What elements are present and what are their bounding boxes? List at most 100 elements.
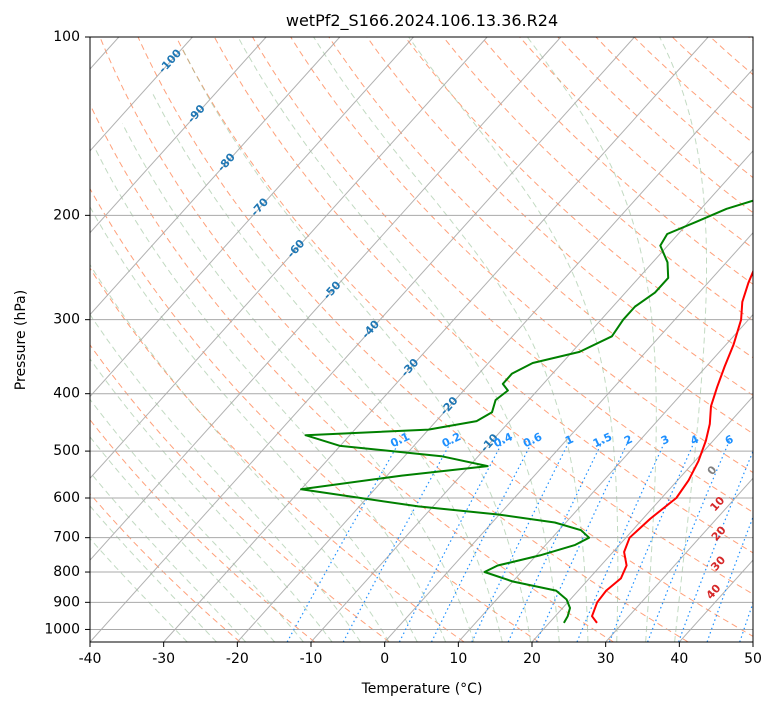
dry-adiabat-line [251, 37, 753, 513]
x-tick-label: -10 [300, 651, 323, 667]
mixing-ratio-label: 0.6 [521, 430, 544, 450]
mixing-ratio-line [706, 515, 753, 642]
y-tick-label: 100 [53, 29, 80, 45]
moist-adiabat-label: 10 [707, 494, 727, 514]
y-tick-label: 300 [53, 312, 80, 328]
dry-adiabat-line [671, 37, 753, 110]
mixing-ratio-label: 4 [688, 432, 701, 447]
mixing-ratio-line [342, 440, 453, 642]
dry-adiabat-line [90, 492, 241, 642]
mixing-ratio-label: 0.1 [388, 430, 411, 450]
y-tick-label: 200 [53, 207, 80, 223]
dry-adiabat-line [213, 37, 753, 554]
isotherm-line [163, 37, 709, 642]
y-axis-label: Pressure (hPa) [13, 290, 29, 390]
x-tick-label: 40 [670, 651, 688, 667]
isotherm-line [531, 395, 753, 642]
x-axis-label: Temperature (°C) [361, 681, 483, 697]
mixing-ratio-line [430, 440, 534, 642]
dry-adiabat-line [442, 37, 753, 322]
mixing-ratio-line [471, 440, 571, 642]
y-tick-label: 700 [53, 530, 80, 546]
mixing-ratio-label: 0.4 [492, 430, 515, 450]
mixing-ratio-label: 3 [659, 433, 671, 448]
dry-adiabat-line [328, 37, 753, 435]
dewpoint-line [300, 199, 753, 624]
isotherm-line [236, 68, 753, 642]
skewed-isotherms [90, 37, 753, 642]
mixing-ratio-labels: 0.10.20.40.611.52346810131620253036 [388, 430, 763, 450]
moist-adiabat-line [90, 471, 247, 642]
plot-area: -100-90-80-70-60-50-40-30-20-10 0.1 0.2 0.… [90, 37, 775, 642]
dry-adiabat-line [709, 37, 753, 76]
moist-adiabat-label: 30 [708, 553, 728, 573]
dry-adiabat-line [366, 37, 753, 396]
moist-adiabat-label: 0 [705, 463, 720, 478]
moist-adiabat-line [90, 358, 333, 642]
dry-adiabat-line [175, 37, 753, 595]
x-tick-label: 0 [380, 651, 389, 667]
x-tick-label: 20 [523, 651, 541, 667]
mixing-ratio-label: 6 [723, 432, 736, 447]
mixing-ratio-label: 1.5 [591, 430, 614, 450]
dry-adiabat-line [290, 37, 753, 474]
moist-adiabat-line [90, 263, 390, 642]
moist-adiabat-line [313, 37, 589, 642]
mixing-ratio-line [507, 440, 604, 642]
moist-adiabat-line [182, 49, 532, 642]
chart-title: wetPf2_S166.2024.106.13.36.R24 [286, 11, 558, 31]
y-tick-label: 800 [53, 564, 80, 580]
moist-adiabat-label: 40 [704, 582, 724, 602]
isotherm-line [678, 559, 753, 642]
mixing-ratio-line [286, 440, 401, 642]
y-axis-ticks: 1000 900 800 700 600 500 400 300 200 100 [44, 29, 90, 637]
isotherm-line [605, 477, 753, 642]
x-axis-ticks: -40 -30 -20 -10 0 10 20 30 40 50 [79, 642, 762, 667]
y-tick-label: 500 [53, 443, 80, 459]
plot-frame [89, 36, 754, 643]
x-tick-label: -30 [152, 651, 175, 667]
moist-adiabat-line [90, 313, 361, 642]
temperature-line [591, 269, 753, 624]
dry-adiabat-line [90, 187, 540, 642]
dry-adiabat-line [90, 103, 614, 642]
y-tick-label: 600 [53, 490, 80, 506]
dry-adiabat-line [99, 37, 689, 642]
isotherm-line [90, 37, 414, 398]
x-tick-label: -20 [226, 651, 249, 667]
moist-adiabat-label: 20 [709, 523, 729, 543]
profile-series [300, 199, 753, 624]
isotherm-line [90, 37, 635, 642]
x-tick-label: 10 [449, 651, 467, 667]
moist-adiabat-line [526, 37, 657, 642]
dry-adiabat-line [747, 37, 753, 42]
x-tick-label: 50 [744, 651, 762, 667]
y-tick-label: 1000 [44, 621, 80, 637]
dry-adiabat-line [595, 37, 753, 179]
moist-adiabat-line [90, 398, 304, 642]
mixing-ratio-line [768, 441, 775, 642]
x-tick-label: 30 [597, 651, 615, 667]
isotherm-line [90, 37, 488, 480]
dry-adiabat-line [90, 267, 465, 642]
isotherm-line [457, 313, 753, 642]
moist-adiabat-line [90, 537, 188, 642]
mixing-ratio-label: 1 [563, 433, 575, 448]
isotherm-line [752, 641, 753, 642]
isobar-gridlines [90, 37, 753, 630]
moist-adiabat-line [90, 205, 418, 642]
dry-adiabat-line [137, 37, 753, 637]
isotherm-line [90, 37, 193, 152]
isotherm-line [384, 231, 753, 642]
x-tick-label: -40 [79, 651, 102, 667]
mixing-ratio-line [647, 440, 731, 642]
moist-adiabat-line [90, 505, 217, 642]
moist-adiabat-line [90, 436, 276, 642]
mixing-ratio-line [398, 440, 504, 642]
mixing-ratio-label: 2 [622, 433, 634, 448]
mixing-ratio-label: 8 [751, 433, 763, 448]
moist-adiabat-line [121, 123, 475, 642]
dry-adiabats [90, 37, 753, 642]
isotherm-line [90, 37, 562, 561]
